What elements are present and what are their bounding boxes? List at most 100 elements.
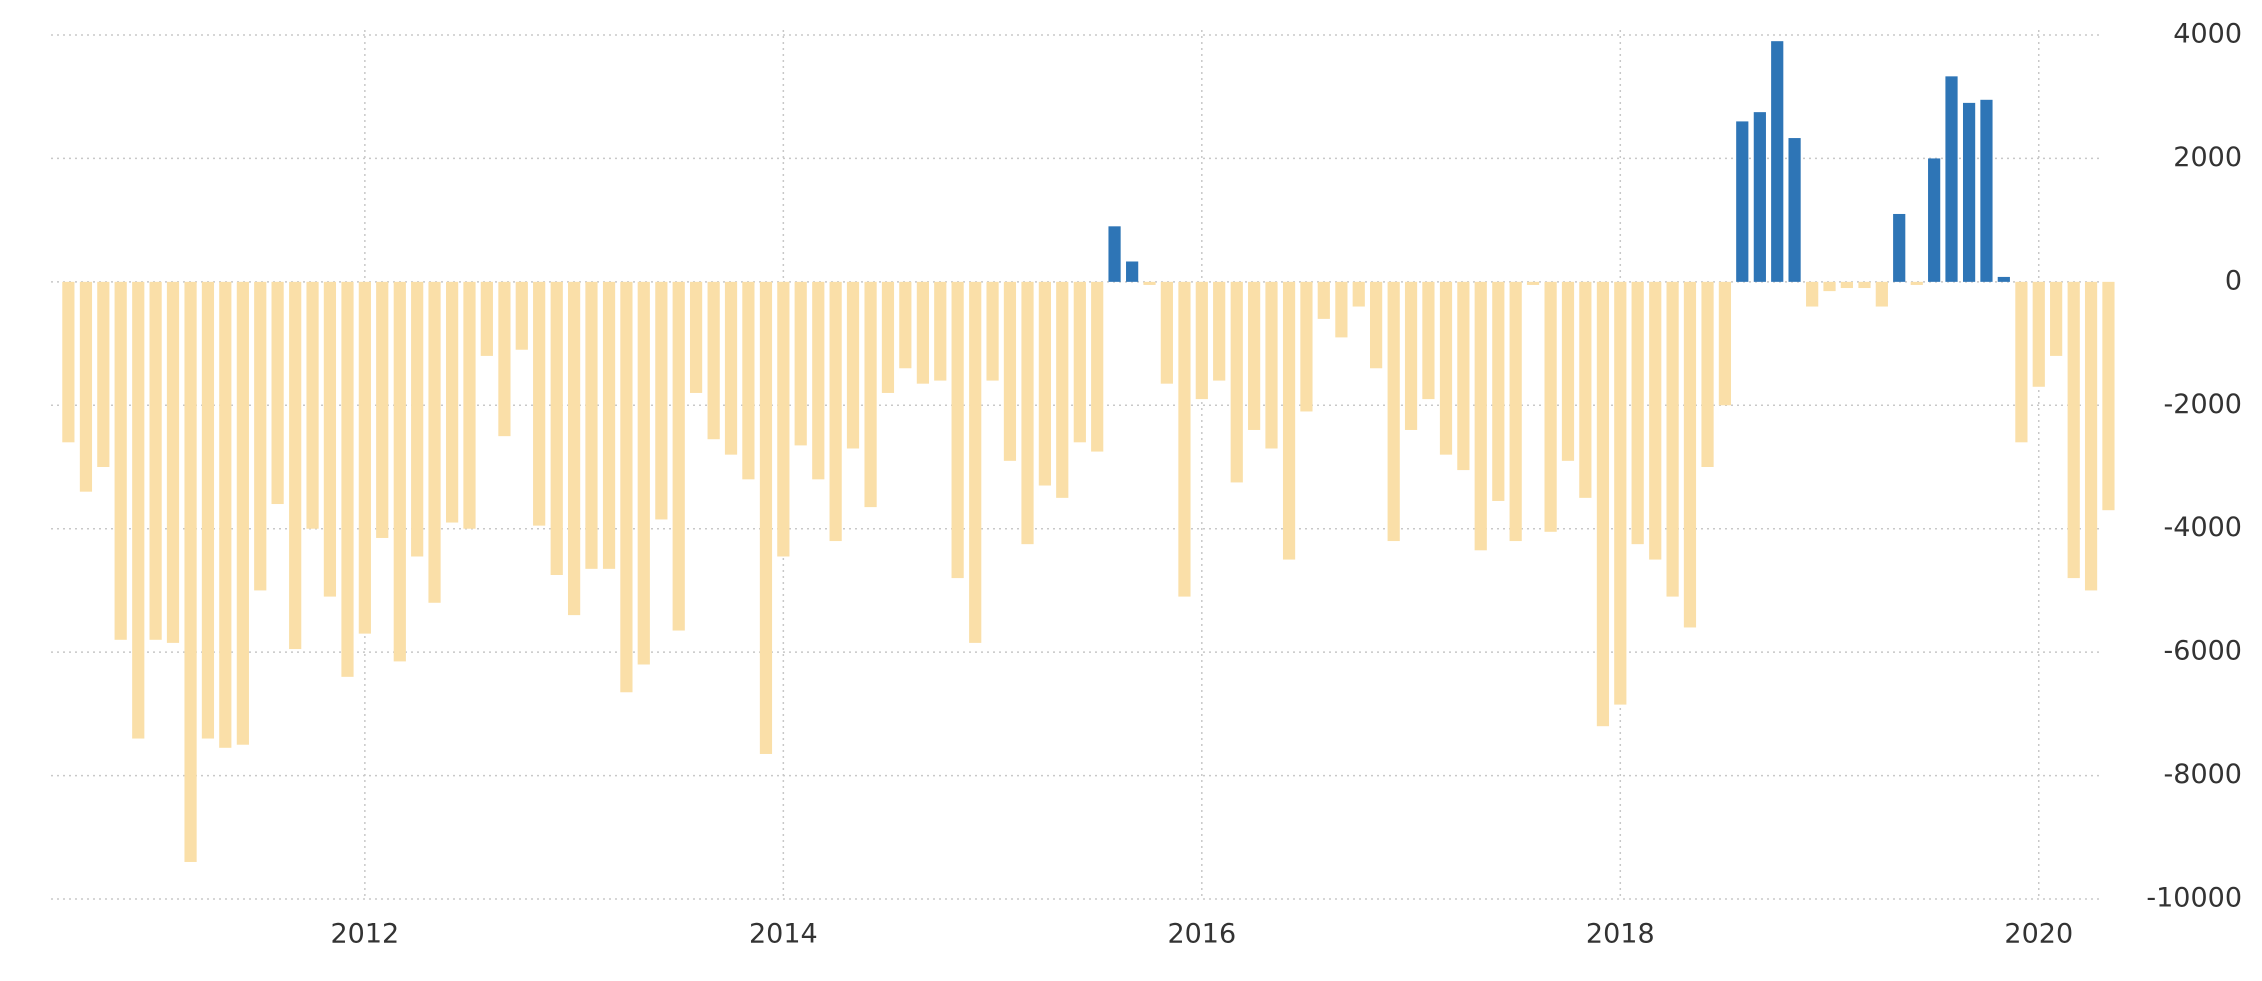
bar — [794, 281, 807, 446]
bar — [1282, 281, 1296, 560]
bar — [411, 281, 424, 557]
bar — [1178, 281, 1191, 597]
bar — [1561, 281, 1575, 461]
bar — [567, 281, 581, 616]
bar — [271, 281, 284, 505]
bar — [1962, 102, 1976, 282]
bar — [1806, 281, 1819, 307]
bar — [1526, 281, 1540, 285]
bar — [1858, 281, 1871, 289]
bar — [951, 281, 964, 579]
bar — [1701, 281, 1714, 467]
bar — [724, 281, 738, 455]
bar — [916, 281, 929, 384]
bar — [1352, 281, 1365, 307]
bar — [1474, 281, 1487, 551]
bar — [498, 281, 511, 437]
bar — [707, 281, 720, 440]
bar — [2050, 281, 2063, 356]
bar — [1579, 281, 1592, 498]
bar — [480, 281, 493, 356]
bar — [1230, 281, 1243, 483]
bar — [341, 281, 354, 677]
bar — [899, 281, 912, 369]
bar — [1631, 281, 1644, 545]
bar — [376, 281, 389, 538]
bar — [1248, 281, 1261, 430]
bar — [777, 281, 790, 557]
bar — [1038, 281, 1051, 486]
bar — [1003, 281, 1017, 461]
bar — [986, 281, 999, 381]
bar — [1370, 281, 1383, 369]
bar — [1439, 281, 1453, 455]
bar — [1300, 281, 1313, 412]
bar — [1928, 158, 1941, 282]
x-tick-label: 2018 — [1586, 919, 1655, 950]
bar — [742, 281, 755, 480]
y-tick-label: -2000 — [2164, 389, 2242, 420]
bar — [1910, 281, 1923, 285]
bar — [1108, 226, 1121, 282]
bar — [1788, 138, 1801, 282]
bar — [1649, 281, 1662, 560]
bar — [306, 281, 319, 529]
bar — [1753, 112, 1766, 282]
bar — [1771, 41, 1784, 282]
bar — [881, 281, 895, 393]
bar — [759, 281, 773, 754]
bar — [1614, 281, 1627, 705]
bar — [1736, 121, 1749, 282]
bar — [1945, 76, 1958, 282]
bar — [2015, 281, 2028, 443]
bar — [1317, 281, 1330, 319]
bar — [323, 281, 337, 597]
bar — [550, 281, 563, 575]
bar — [1021, 281, 1034, 545]
bar — [1056, 281, 1069, 498]
bar — [166, 281, 180, 643]
bar — [1160, 281, 1173, 384]
bar — [934, 281, 947, 381]
bar — [1335, 281, 1348, 338]
bar — [689, 281, 703, 393]
bar — [1126, 261, 1139, 282]
bar — [1683, 281, 1697, 628]
y-tick-label: -4000 — [2164, 512, 2242, 543]
y-tick-label: 0 — [2225, 265, 2242, 296]
bar — [1875, 281, 1888, 307]
bar — [1492, 281, 1505, 501]
bar — [2067, 281, 2080, 579]
bar — [358, 281, 371, 634]
bar — [219, 281, 232, 748]
bar — [637, 281, 650, 665]
bar — [672, 281, 685, 631]
bar — [1213, 281, 1226, 381]
bar — [515, 281, 528, 350]
bar — [1509, 281, 1522, 542]
bar — [1666, 281, 1679, 597]
x-tick-label: 2016 — [1167, 919, 1236, 950]
bar — [289, 281, 302, 650]
bar — [149, 281, 162, 640]
bar — [1091, 281, 1104, 452]
bar — [1893, 213, 1906, 282]
bar — [1997, 276, 2010, 282]
bar — [254, 281, 267, 591]
bar — [533, 281, 546, 526]
bar — [1387, 281, 1400, 542]
x-tick-label: 2020 — [2004, 919, 2073, 950]
bar — [184, 281, 197, 862]
bar — [846, 281, 860, 449]
bar — [393, 281, 406, 662]
bar — [1544, 281, 1557, 532]
bar — [97, 281, 110, 467]
bar — [1195, 281, 1208, 400]
bar — [1457, 281, 1470, 471]
bar — [62, 281, 75, 443]
bar — [585, 281, 598, 569]
x-tick-label: 2012 — [330, 919, 399, 950]
bar — [829, 281, 842, 542]
